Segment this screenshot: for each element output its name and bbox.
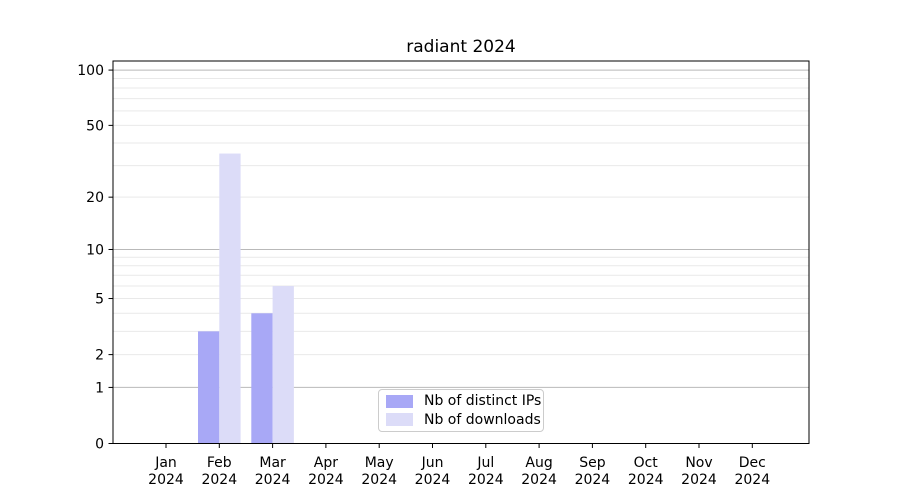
legend-entry-distinct-ips: Nb of distinct IPs [386,394,543,408]
x-tick-label-month: Jul [476,455,494,471]
x-tick-label-year: 2024 [734,472,770,488]
bar-downloads [219,153,241,444]
x-tick-label-year: 2024 [361,472,397,488]
x-tick-label-month: May [365,455,394,471]
bar-downloads [272,286,294,444]
y-tick-label: 50 [86,118,104,134]
legend-label-distinct-ips: Nb of distinct IPs [424,393,542,410]
x-tick-label-year: 2024 [255,472,291,488]
y-tick-label: 20 [86,190,104,206]
legend-entry-downloads: Nb of downloads [386,413,543,427]
legend: Nb of distinct IPs Nb of downloads [378,389,544,432]
x-tick-label-year: 2024 [521,472,557,488]
x-tick-label-year: 2024 [628,472,664,488]
x-tick-label-year: 2024 [308,472,344,488]
x-tick-label-month: Apr [314,455,338,471]
x-tick-label-month: Dec [739,455,766,471]
x-tick-label-month: Nov [685,455,712,471]
x-tick-label-month: Jan [154,455,177,471]
x-tick-label-year: 2024 [681,472,717,488]
x-tick-label-month: Oct [634,455,659,471]
y-tick-label: 5 [95,292,104,308]
x-tick-label-month: Jun [421,455,444,471]
bar-distinct-ips [198,331,220,444]
y-tick-label: 10 [86,242,104,258]
y-tick-label: 100 [77,63,104,79]
x-tick-label-month: Mar [259,455,286,471]
legend-swatch-distinct-ips [386,394,413,408]
x-tick-label-year: 2024 [468,472,504,488]
y-tick-label: 0 [95,437,104,453]
chart-title: radiant 2024 [406,37,516,57]
x-tick-label-month: Aug [525,455,552,471]
x-tick-label-year: 2024 [148,472,184,488]
x-tick-label-month: Sep [579,455,606,471]
plot-border [112,60,810,444]
y-tick-label: 1 [95,380,104,396]
x-tick-label-year: 2024 [415,472,451,488]
legend-label-downloads: Nb of downloads [424,411,541,428]
legend-swatch-downloads [386,413,413,427]
x-tick-label-year: 2024 [201,472,237,488]
y-tick-label: 2 [95,348,104,364]
bar-distinct-ips [251,313,273,444]
x-tick-label-year: 2024 [575,472,611,488]
x-tick-label-month: Feb [207,455,232,471]
